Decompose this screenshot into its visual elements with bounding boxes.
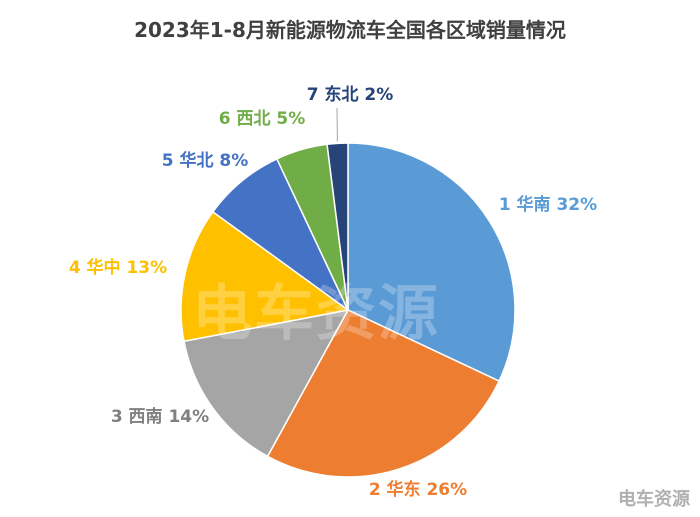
pie-slice-7 <box>326 142 349 311</box>
slice-label-1: 1 华南 32% <box>499 194 597 215</box>
chart-title: 2023年1-8月新能源物流车全国各区域销量情况 <box>134 18 566 42</box>
slice-label-2: 2 华东 26% <box>369 479 467 500</box>
pie-slice-4 <box>180 210 350 343</box>
pie-labels: 1 华南 32% 2 华东 26% 3 西南 14% 4 华中 13% 5 华北 8% 6… <box>69 84 597 500</box>
pie-slices <box>180 142 516 478</box>
slice-label-5: 5 华北 8% <box>162 150 249 171</box>
pie-slice-1 <box>347 142 516 383</box>
pie-slice-3 <box>183 308 350 458</box>
slice-label-3: 3 西南 14% <box>111 406 209 427</box>
slice-label-6: 6 西北 5% <box>219 109 306 129</box>
slice-label-7: 7 东北 2% <box>307 84 394 105</box>
slice-label-4: 4 华中 13% <box>69 257 167 278</box>
